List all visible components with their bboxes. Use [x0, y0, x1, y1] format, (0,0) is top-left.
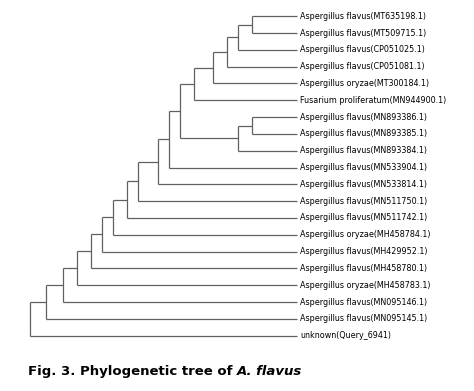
Text: Fusarium proliferatum(MN944900.1): Fusarium proliferatum(MN944900.1) [300, 96, 447, 105]
Text: Aspergillus flavus(MN893384.1): Aspergillus flavus(MN893384.1) [300, 146, 427, 155]
Text: Aspergillus flavus(MN533904.1): Aspergillus flavus(MN533904.1) [300, 163, 427, 172]
Text: Aspergillus flavus(MH429952.1): Aspergillus flavus(MH429952.1) [300, 247, 428, 256]
Text: Aspergillus flavus(MT509715.1): Aspergillus flavus(MT509715.1) [300, 29, 427, 38]
Text: Aspergillus flavus(MT635198.1): Aspergillus flavus(MT635198.1) [300, 12, 426, 21]
Text: Aspergillus oryzae(MH458783.1): Aspergillus oryzae(MH458783.1) [300, 281, 431, 290]
Text: Aspergillus oryzae(MT300184.1): Aspergillus oryzae(MT300184.1) [300, 79, 429, 88]
Text: Aspergillus flavus(CP051025.1): Aspergillus flavus(CP051025.1) [300, 45, 425, 54]
Text: Aspergillus flavus(MN893385.1): Aspergillus flavus(MN893385.1) [300, 129, 427, 138]
Text: Fig. 3. Phylogenetic tree of: Fig. 3. Phylogenetic tree of [28, 365, 237, 378]
Text: Aspergillus flavus(MN511742.1): Aspergillus flavus(MN511742.1) [300, 213, 428, 222]
Text: Aspergillus flavus(MN893386.1): Aspergillus flavus(MN893386.1) [300, 113, 427, 122]
Text: Aspergillus flavus(MN533814.1): Aspergillus flavus(MN533814.1) [300, 180, 427, 189]
Text: Aspergillus flavus(MH458780.1): Aspergillus flavus(MH458780.1) [300, 264, 427, 273]
Text: Aspergillus flavus(MN511750.1): Aspergillus flavus(MN511750.1) [300, 197, 428, 206]
Text: Aspergillus flavus(MN095145.1): Aspergillus flavus(MN095145.1) [300, 314, 428, 323]
Text: Aspergillus flavus(MN095146.1): Aspergillus flavus(MN095146.1) [300, 298, 427, 307]
Text: Aspergillus oryzae(MH458784.1): Aspergillus oryzae(MH458784.1) [300, 230, 431, 239]
Text: Aspergillus flavus(CP051081.1): Aspergillus flavus(CP051081.1) [300, 62, 425, 71]
Text: unknown(Query_6941): unknown(Query_6941) [300, 331, 391, 340]
Text: A. flavus: A. flavus [237, 365, 302, 378]
